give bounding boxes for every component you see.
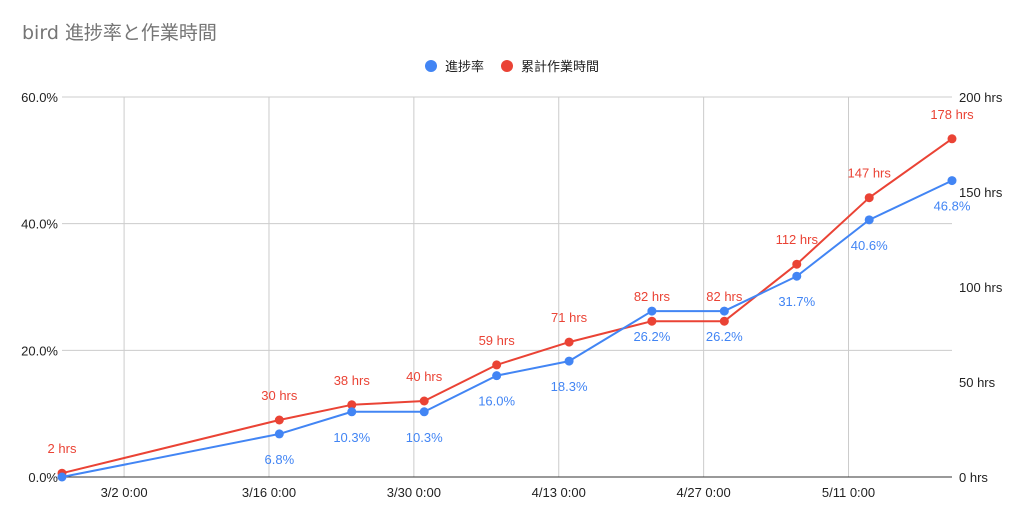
data-point-hours <box>347 400 357 410</box>
legend-label-progress: 進捗率 <box>445 59 484 75</box>
data-point-progress <box>419 407 429 417</box>
data-label-progress: 46.8% <box>934 199 971 214</box>
data-point-hours <box>419 396 429 406</box>
legend-label-hours: 累計作業時間 <box>521 59 599 75</box>
data-label-hours: 2 hrs <box>48 441 77 456</box>
legend-item-hours[interactable]: 累計作業時間 <box>501 59 599 75</box>
series-line-progress <box>61 179 953 478</box>
data-label-hours: 178 hrs <box>930 107 974 122</box>
data-label-progress: 10.3% <box>333 430 370 445</box>
chart-title: bird 進捗率と作業時間 <box>22 22 217 44</box>
data-point-progress <box>347 407 357 417</box>
axes: 0.0% 20.0% 40.0% 60.0% 0 hrs 50 hrs 100 hrs 150… <box>21 90 1003 500</box>
data-point-hours <box>947 134 957 144</box>
data-label-progress: 10.3% <box>406 430 443 445</box>
y-left-tick-label: 40.0% <box>21 217 58 232</box>
data-point-progress <box>792 271 802 281</box>
x-tick-label: 3/30 0:00 <box>387 485 441 500</box>
data-point-progress <box>274 429 284 439</box>
y-left-tick-label: 20.0% <box>21 343 58 358</box>
data-label-hours: 30 hrs <box>261 388 298 403</box>
data-point-progress <box>57 472 67 482</box>
legend-marker-hours <box>501 60 513 72</box>
data-point-progress <box>564 356 574 366</box>
y-right-tick-label: 100 hrs <box>959 280 1003 295</box>
data-point-progress <box>864 215 874 225</box>
data-label-progress: 26.2% <box>706 329 743 344</box>
x-tick-label: 5/11 0:00 <box>822 485 875 500</box>
x-tick-label: 3/16 0:00 <box>242 485 296 500</box>
data-point-hours <box>492 360 502 370</box>
data-label-progress: 31.7% <box>778 294 815 309</box>
x-tick-label: 3/2 0:00 <box>101 485 148 500</box>
data-point-hours <box>864 193 874 203</box>
y-right-tick-label: 50 hrs <box>959 375 996 390</box>
data-point-hours <box>564 337 574 347</box>
series-line-hours <box>61 137 953 475</box>
gridlines <box>62 96 952 477</box>
y-right-tick-label: 200 hrs <box>959 90 1003 105</box>
data-label-hours: 59 hrs <box>479 333 516 348</box>
data-label-hours: 38 hrs <box>334 373 371 388</box>
x-tick-label: 4/13 0:00 <box>532 485 586 500</box>
y-right-tick-label: 0 hrs <box>959 470 988 485</box>
data-label-hours: 112 hrs <box>776 232 819 247</box>
data-label-progress: 40.6% <box>851 238 888 253</box>
data-label-progress: 26.2% <box>633 329 670 344</box>
data-point-progress <box>719 306 729 316</box>
data-label-hours: 147 hrs <box>848 166 892 181</box>
data-label-hours: 82 hrs <box>706 289 743 304</box>
data-label-hours: 71 hrs <box>551 310 588 325</box>
data-point-progress <box>492 371 502 381</box>
y-left-tick-label: 0.0% <box>28 470 58 485</box>
series-layer: 2 hrs 30 hrs 6.8% 38 hrs 10.3% 40 hrs 10.3% 59 … <box>48 107 974 482</box>
data-point-hours <box>719 316 729 326</box>
data-point-hours <box>792 259 802 269</box>
data-point-progress <box>947 176 957 186</box>
y-left-tick-label: 60.0% <box>21 90 58 105</box>
data-label-hours: 82 hrs <box>634 289 671 304</box>
data-point-hours <box>647 316 657 326</box>
legend-item-progress[interactable]: 進捗率 <box>425 59 484 75</box>
data-point-progress <box>647 306 657 316</box>
legend: 進捗率 累計作業時間 <box>425 59 599 75</box>
y-right-tick-label: 150 hrs <box>959 185 1003 200</box>
data-label-progress: 18.3% <box>551 379 588 394</box>
legend-marker-progress <box>425 60 437 72</box>
x-tick-label: 4/27 0:00 <box>677 485 731 500</box>
data-label-progress: 16.0% <box>478 394 515 409</box>
data-label-progress: 6.8% <box>265 452 295 467</box>
data-label-hours: 40 hrs <box>406 369 443 384</box>
data-point-hours <box>274 415 284 425</box>
